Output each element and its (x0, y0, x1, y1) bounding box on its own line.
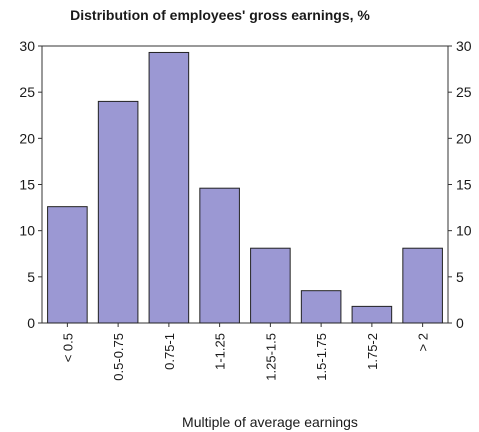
bar (250, 247, 291, 324)
bar (351, 305, 393, 324)
bar (47, 206, 88, 324)
y-tick-label-right: 20 (456, 130, 472, 146)
y-tick-label-left: 30 (19, 38, 35, 54)
x-tick-label: 1.75-2 (365, 333, 380, 370)
y-tick-label-right: 15 (456, 177, 472, 193)
x-tick-label: 1-1.25 (213, 333, 228, 370)
x-tick-label: 1.25-1.5 (263, 333, 278, 381)
y-tick-label-right: 10 (456, 223, 472, 239)
plot-area: 0 5 10 15 20 25 30 0 5 10 15 20 25 30 < 0.5 0.5-0.75 0.7… (19, 38, 471, 381)
y-tick-label-right: 5 (456, 269, 464, 285)
x-tick-label: < 0.5 (60, 333, 75, 362)
y-tick-label-right: 30 (456, 38, 472, 54)
x-axis-label: Multiple of average earnings (182, 414, 358, 430)
y-tick-label-right: 25 (456, 84, 472, 100)
x-tick-label: > 2 (416, 333, 431, 351)
bar (402, 247, 443, 324)
x-tick-label: 0.5-0.75 (111, 333, 126, 381)
bar (300, 290, 342, 324)
x-tick-label: 1.5-1.75 (314, 333, 329, 381)
chart-title: Distribution of employees' gross earning… (70, 7, 370, 23)
bar (148, 51, 190, 324)
y-tick-label-left: 20 (19, 130, 35, 146)
bar (97, 100, 139, 324)
x-tick-label: 0.75-1 (162, 333, 177, 370)
y-tick-label-left: 5 (27, 269, 35, 285)
y-tick-label-left: 10 (19, 223, 35, 239)
y-tick-label-left: 15 (19, 177, 35, 193)
y-tick-label-left: 25 (19, 84, 35, 100)
y-tick-label-right: 0 (456, 315, 464, 331)
bar (199, 187, 240, 324)
y-tick-label-left: 0 (27, 315, 35, 331)
